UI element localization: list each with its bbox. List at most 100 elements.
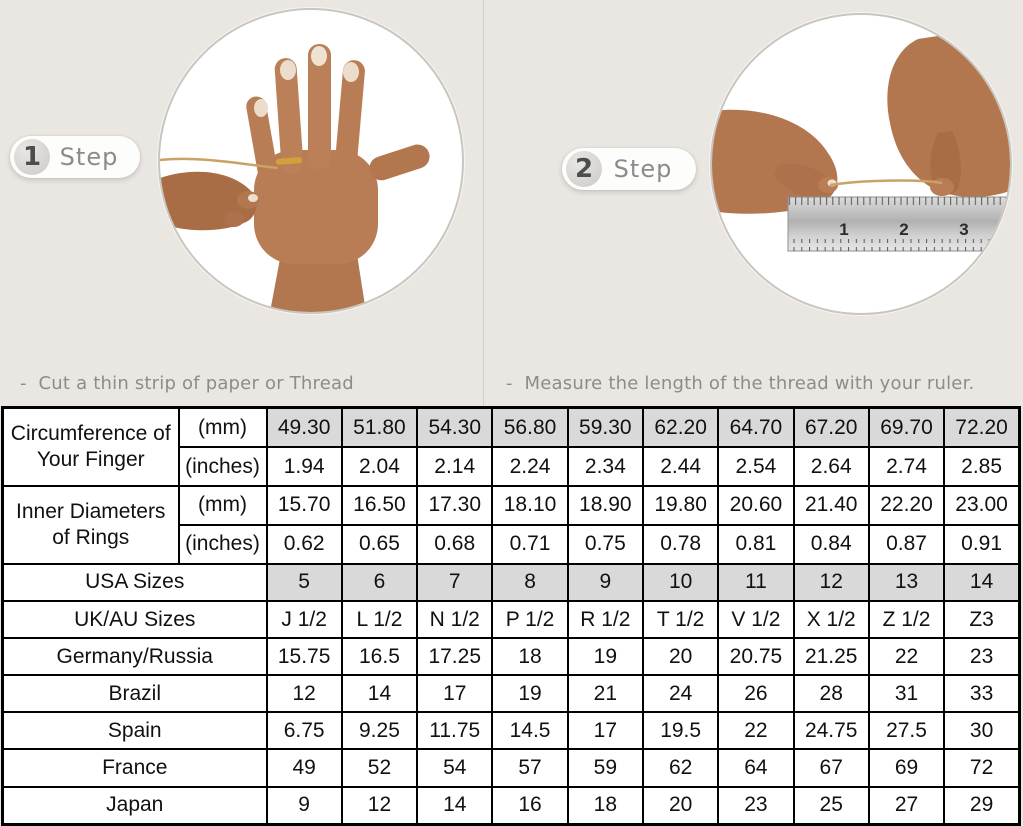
size-value-cell: 24 — [641, 674, 720, 714]
unit-label: (mm) — [177, 485, 268, 526]
ruler-number: 2 — [899, 220, 908, 239]
size-value-cell: 64 — [717, 748, 795, 788]
fingernail — [343, 62, 359, 82]
table-row: (inches) 0.62 0.65 0.68 0.71 0.75 0.78 0.81 0.84… — [3, 523, 1021, 565]
size-value-cell: 2.44 — [641, 446, 720, 488]
size-value-cell: 19 — [566, 637, 644, 677]
size-value-cell: 20.60 — [717, 485, 795, 526]
ruler-cm-ticks — [788, 197, 1010, 211]
how-to-measure-section: 1 2 3 1 Step 2 Step - Cut a thin strip o… — [0, 0, 1023, 538]
row-label: Spain — [1, 711, 268, 751]
size-value-cell: 62 — [641, 748, 720, 788]
size-value-cell: 72 — [943, 748, 1021, 788]
size-value-cell: 6 — [340, 562, 419, 602]
size-value-cell: 26 — [717, 674, 795, 714]
size-value-cell: 15.70 — [265, 485, 343, 526]
hand-palm — [254, 150, 378, 264]
unit-label: (inches) — [177, 523, 268, 565]
instruction-line: - Measure the length of the thread with … — [506, 373, 975, 394]
table-row: UK/AU Sizes J 1/2 L 1/2 N 1/2 P 1/2 R 1/2 T 1/… — [1, 599, 1021, 640]
row-label: USA Sizes — [1, 562, 268, 602]
finger — [335, 60, 365, 172]
size-value-cell: 12 — [265, 674, 343, 714]
thread — [160, 157, 279, 170]
size-value-cell: 29 — [943, 785, 1021, 826]
size-value-cell: 0.78 — [641, 523, 720, 565]
size-value-cell: 0.71 — [491, 523, 569, 565]
size-value-cell: 30 — [943, 711, 1021, 751]
size-value-cell: 14.5 — [491, 711, 569, 751]
size-value-cell: 23.00 — [943, 485, 1021, 526]
size-value-cell: 54.30 — [416, 406, 494, 449]
size-value-cell: 7 — [416, 562, 494, 602]
size-value-cell: 21.40 — [792, 485, 870, 526]
size-value-cell: P 1/2 — [491, 599, 569, 640]
size-value-cell: 62.20 — [641, 406, 720, 449]
size-value-cell: 31 — [867, 674, 946, 714]
size-value-cell: 6.75 — [265, 711, 343, 751]
thumb — [369, 144, 430, 181]
step2-photo-circle: 1 2 3 — [710, 13, 1012, 315]
table-row: Japan 9 12 14 16 18 20 23 25 27 29 — [1, 785, 1021, 826]
size-value-cell: 8 — [491, 562, 569, 602]
size-value-cell: 49 — [265, 748, 343, 788]
size-value-cell: 18.90 — [566, 485, 644, 526]
size-value-cell: 24.75 — [792, 711, 870, 751]
size-value-cell: 22 — [867, 637, 946, 677]
size-value-cell: 9 — [566, 562, 644, 602]
size-value-cell: 2.64 — [792, 446, 870, 488]
row-label: UK/AU Sizes — [1, 599, 268, 640]
size-value-cell: 2.85 — [943, 446, 1021, 488]
finger — [274, 58, 304, 174]
size-value-cell: 59 — [566, 748, 644, 788]
size-value-cell: 56.80 — [491, 406, 569, 449]
helper-fingertip — [224, 211, 244, 227]
hand-with-thread-photo — [160, 44, 430, 312]
size-value-cell: 22.20 — [867, 485, 946, 526]
ruler-inch-ticks — [788, 239, 1010, 251]
size-value-cell: 0.75 — [566, 523, 644, 565]
size-value-cell: T 1/2 — [641, 599, 720, 640]
size-value-cell: 1.94 — [265, 446, 343, 488]
size-value-cell: 57 — [491, 748, 569, 788]
size-value-cell: 23 — [943, 637, 1021, 677]
size-value-cell: 17 — [566, 711, 644, 751]
size-value-cell: 16.5 — [340, 637, 419, 677]
size-value-cell: 10 — [641, 562, 720, 602]
size-value-cell: N 1/2 — [416, 599, 494, 640]
size-value-cell: Z 1/2 — [867, 599, 946, 640]
size-value-cell: 27.5 — [867, 711, 946, 751]
size-value-cell: 67 — [792, 748, 870, 788]
size-value-cell: 59.30 — [566, 406, 644, 449]
size-value-cell: 0.91 — [943, 523, 1021, 565]
ruler-number: 1 — [839, 220, 848, 239]
size-value-cell: 14 — [943, 562, 1021, 602]
size-value-cell: 18.10 — [491, 485, 569, 526]
size-value-cell: 27 — [867, 785, 946, 826]
size-value-cell: 49.30 — [265, 406, 343, 449]
size-value-cell: 21.25 — [792, 637, 870, 677]
size-value-cell: 0.81 — [717, 523, 795, 565]
row-group-label: Inner Diameters of Rings — [1, 485, 180, 565]
size-value-cell: 9.25 — [340, 711, 419, 751]
step2-badge: 2 Step — [562, 148, 696, 190]
step1-badge: 1 Step — [10, 136, 140, 178]
size-value-cell: X 1/2 — [792, 599, 870, 640]
size-value-cell: 2.34 — [566, 446, 644, 488]
size-value-cell: 51.80 — [340, 406, 419, 449]
unit-label: (inches) — [177, 446, 268, 488]
size-value-cell: 17 — [416, 674, 494, 714]
size-value-cell: 12 — [340, 785, 419, 826]
size-value-cell: 11.75 — [416, 711, 494, 751]
left-thumb — [774, 164, 834, 199]
size-value-cell: 33 — [943, 674, 1021, 714]
hands-measuring-ruler-photo: 1 2 3 — [712, 25, 1010, 252]
table-row: Spain 6.75 9.25 11.75 14.5 17 19.5 22 24.75 27.5 3… — [1, 711, 1021, 751]
size-value-cell: 22 — [717, 711, 795, 751]
ring-size-table: Circumference of Your Finger (mm) 49.30 51.… — [1, 406, 1021, 826]
size-value-cell: 54 — [416, 748, 494, 788]
size-value-cell: 0.62 — [265, 523, 343, 565]
fingernail — [254, 99, 268, 117]
size-value-cell: 12 — [792, 562, 870, 602]
table-row: Brazil 12 14 17 19 21 24 26 28 31 33 — [1, 674, 1021, 714]
